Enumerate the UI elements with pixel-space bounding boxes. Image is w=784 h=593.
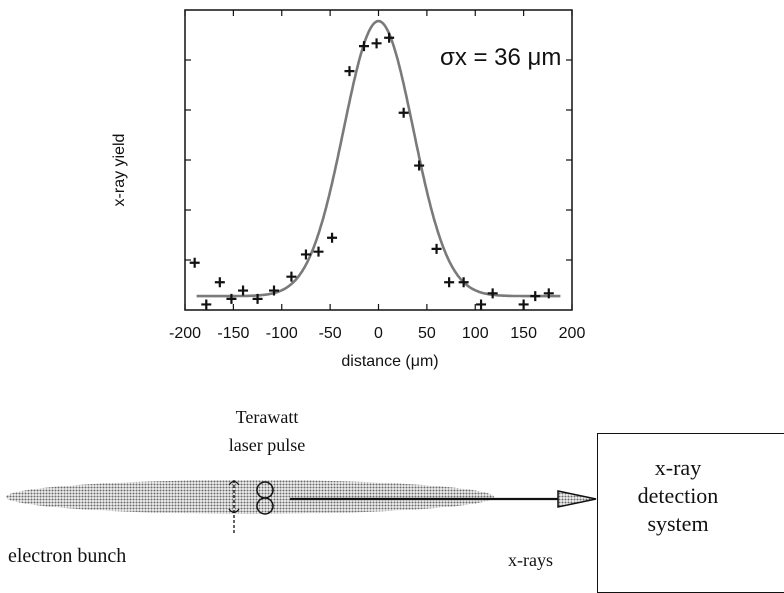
data-point (214, 277, 225, 288)
data-point (476, 299, 487, 310)
data-point (518, 299, 529, 310)
x-axis-label: distance (μm) (341, 353, 438, 370)
data-point (543, 288, 554, 299)
data-point (313, 246, 324, 257)
data-point (371, 38, 382, 49)
data-point (414, 160, 425, 171)
electron-bunch-label: electron bunch (8, 545, 126, 567)
x-tick-label: 150 (510, 325, 537, 342)
data-point (327, 232, 338, 243)
detection-system-box: x-ray detection system (597, 433, 784, 593)
x-tick-label: -50 (319, 325, 342, 342)
detector-label-line3: system (647, 511, 709, 536)
data-point (226, 293, 237, 304)
gaussian-profile-chart: -200 -150 -100 -50 0 50 100 150 200 σx = 36 μm d… (111, 9, 585, 370)
laser-pulse-cap-top (228, 480, 240, 486)
laser-label-line2: laser pulse (229, 435, 305, 455)
x-ray-arrowhead (557, 490, 597, 508)
x-rays-label: x-rays (508, 550, 553, 570)
detector-label-line1: x-ray (654, 455, 702, 480)
data-point (189, 257, 200, 268)
detector-label-line2: detection (637, 483, 719, 508)
laser-focus-lower (256, 497, 274, 515)
data-point (384, 32, 395, 43)
data-point (252, 293, 263, 304)
laser-pulse-cap-bottom (228, 508, 240, 514)
data-point (344, 66, 355, 77)
x-axis-tick-labels: -200 -150 -100 -50 0 50 100 150 200 (169, 325, 585, 342)
x-tick-label: 100 (462, 325, 489, 342)
data-point (458, 277, 469, 288)
x-tick-label: -100 (266, 325, 298, 342)
data-point (238, 285, 249, 296)
x-tick-label: -150 (217, 325, 249, 342)
y-axis-label: x-ray yield (111, 134, 128, 207)
electron-bunch (6, 480, 494, 514)
laser-focus-upper (256, 481, 274, 499)
data-point (444, 277, 455, 288)
x-tick-label: 50 (418, 325, 436, 342)
sigma-annotation: σx = 36 μm (440, 44, 561, 71)
data-point (398, 107, 409, 118)
x-tick-label: 200 (559, 325, 586, 342)
data-points (189, 32, 554, 310)
data-point (286, 271, 297, 282)
laser-label-line1: Terawatt (236, 407, 299, 427)
experiment-schematic: Terawatt laser pulse electron bunch x-ra… (6, 407, 597, 570)
y-axis-ticks (185, 59, 572, 261)
data-point (530, 291, 541, 302)
data-point (201, 299, 212, 310)
x-tick-label: 0 (374, 325, 383, 342)
x-tick-label: -200 (169, 325, 201, 342)
data-point (358, 41, 369, 52)
data-point (269, 285, 280, 296)
data-point (431, 243, 442, 254)
data-point (300, 249, 311, 260)
figure: -200 -150 -100 -50 0 50 100 150 200 σx = 36 μm d… (6, 9, 597, 570)
data-point (487, 288, 498, 299)
